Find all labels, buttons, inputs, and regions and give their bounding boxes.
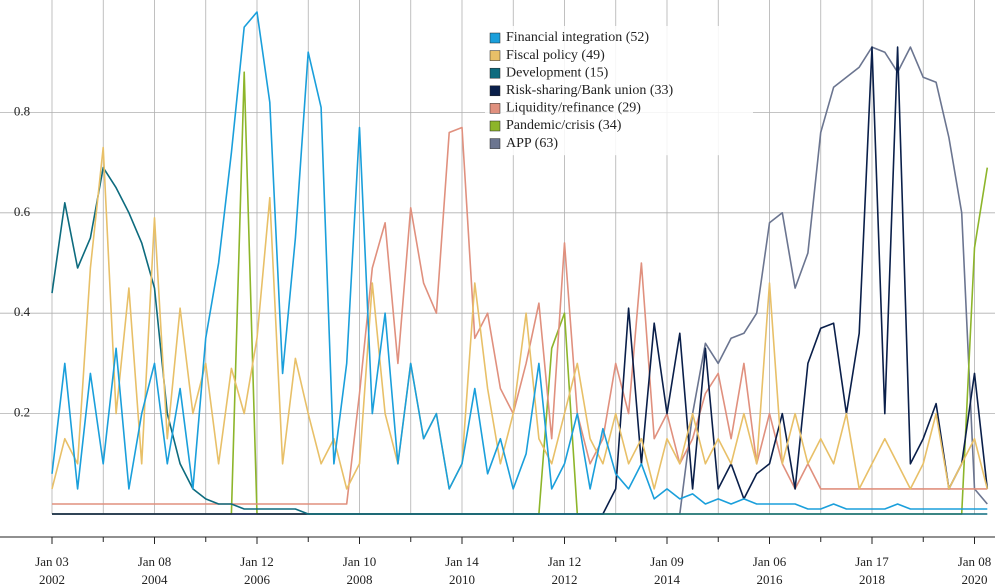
legend-swatch [489,67,501,79]
legend-swatch [489,85,501,97]
x-tick-label: Jan 03 2002 [35,554,69,587]
legend-swatch [489,120,501,132]
legend-label: APP (63) [506,136,558,151]
x-tick-label: Jan 12 2006 [240,554,274,587]
series-line [52,126,988,505]
legend-swatch [489,50,501,61]
series-line [51,166,988,515]
x-tick-label: Jan 14 2010 [445,554,479,587]
series-line [51,11,988,510]
legend-label: Fiscal policy (49) [506,48,605,63]
legend-label: Development (15) [506,65,609,80]
legend: Financial integration (52) Fiscal policy … [485,26,753,156]
x-tick-label: Jan 08 2004 [138,554,172,587]
legend-box [485,26,753,156]
series-line [51,146,989,490]
x-tick-label: Jan 17 2018 [855,554,889,587]
y-tick-label: 0.6 [14,204,31,219]
x-tick-label: Jan 10 2008 [343,554,377,587]
legend-swatch [489,138,501,149]
x-tick-label: Jan 12 2012 [548,554,582,587]
x-tick-label: Jan 09 2014 [650,554,684,587]
y-tick-label: 0.4 [14,304,31,319]
legend-label: Risk-sharing/Bank union (33) [506,83,674,98]
x-tick-label: Jan 08 2020 [958,554,992,587]
legend-swatch [489,103,501,114]
y-tick-label: 0.2 [14,405,30,420]
legend-label: Financial integration (52) [506,30,649,45]
x-tick-label: Jan 06 2016 [753,554,787,587]
y-tick-label: 0.8 [14,103,30,118]
legend-label: Pandemic/crisis (34) [506,118,622,133]
legend-swatch [489,32,501,44]
legend-label: Liquidity/refinance (29) [506,101,641,116]
